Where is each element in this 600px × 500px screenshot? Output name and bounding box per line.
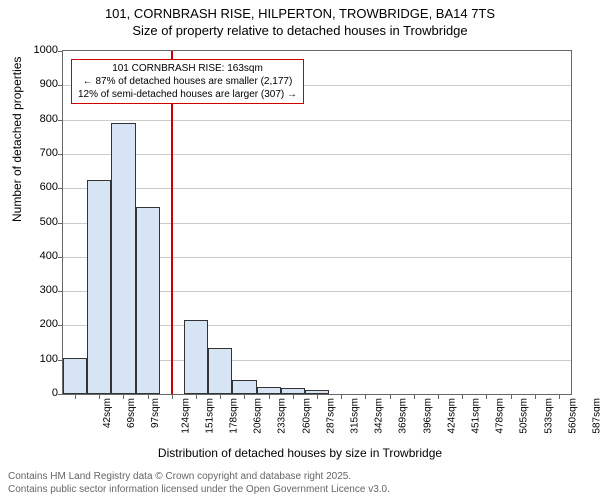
x-tick-label: 369sqm bbox=[398, 398, 409, 434]
histogram-bar bbox=[184, 320, 208, 394]
x-tick-mark bbox=[196, 394, 197, 399]
y-tick-mark bbox=[58, 120, 63, 121]
x-tick-label: 69sqm bbox=[126, 398, 137, 428]
chart-title-line1: 101, CORNBRASH RISE, HILPERTON, TROWBRID… bbox=[0, 6, 600, 23]
x-tick-mark bbox=[220, 394, 221, 399]
chart-container: 101, CORNBRASH RISE, HILPERTON, TROWBRID… bbox=[0, 0, 600, 500]
chart-title-block: 101, CORNBRASH RISE, HILPERTON, TROWBRID… bbox=[0, 0, 600, 40]
y-tick-mark bbox=[58, 325, 63, 326]
x-tick-mark bbox=[75, 394, 76, 399]
y-tick-mark bbox=[58, 257, 63, 258]
histogram-bar bbox=[136, 207, 160, 394]
x-axis-label: Distribution of detached houses by size … bbox=[0, 446, 600, 460]
histogram-bar bbox=[257, 387, 281, 394]
grid-line bbox=[63, 154, 571, 155]
y-tick-mark bbox=[58, 85, 63, 86]
x-tick-label: 178sqm bbox=[229, 398, 240, 434]
x-tick-label: 342sqm bbox=[374, 398, 385, 434]
x-tick-label: 587sqm bbox=[591, 398, 600, 434]
plot-area: 101 CORNBRASH RISE: 163sqm← 87% of detac… bbox=[62, 50, 572, 395]
x-tick-mark bbox=[414, 394, 415, 399]
x-tick-label: 505sqm bbox=[519, 398, 530, 434]
annotation-line1: 101 CORNBRASH RISE: 163sqm bbox=[78, 62, 297, 75]
annotation-line3: 12% of semi-detached houses are larger (… bbox=[78, 88, 297, 101]
y-tick-mark bbox=[58, 394, 63, 395]
chart-footer: Contains HM Land Registry data © Crown c… bbox=[8, 470, 390, 496]
x-tick-mark bbox=[535, 394, 536, 399]
x-tick-mark bbox=[123, 394, 124, 399]
y-tick-label: 400 bbox=[28, 250, 58, 262]
y-tick-label: 900 bbox=[28, 78, 58, 90]
x-tick-mark bbox=[148, 394, 149, 399]
x-tick-label: 42sqm bbox=[102, 398, 113, 428]
y-tick-mark bbox=[58, 291, 63, 292]
y-tick-label: 700 bbox=[28, 147, 58, 159]
histogram-bar bbox=[111, 123, 135, 394]
x-tick-mark bbox=[317, 394, 318, 399]
x-tick-label: 260sqm bbox=[301, 398, 312, 434]
x-tick-mark bbox=[438, 394, 439, 399]
x-tick-mark bbox=[511, 394, 512, 399]
x-tick-mark bbox=[341, 394, 342, 399]
x-tick-label: 315sqm bbox=[350, 398, 361, 434]
x-tick-mark bbox=[390, 394, 391, 399]
x-tick-label: 287sqm bbox=[325, 398, 336, 434]
x-tick-label: 124sqm bbox=[180, 398, 191, 434]
footer-line2: Contains public sector information licen… bbox=[8, 483, 390, 496]
x-tick-mark bbox=[486, 394, 487, 399]
histogram-bar bbox=[232, 380, 256, 394]
annotation-box: 101 CORNBRASH RISE: 163sqm← 87% of detac… bbox=[71, 59, 304, 104]
x-tick-mark bbox=[99, 394, 100, 399]
y-tick-label: 800 bbox=[28, 113, 58, 125]
x-tick-label: 478sqm bbox=[495, 398, 506, 434]
y-tick-mark bbox=[58, 188, 63, 189]
x-tick-mark bbox=[462, 394, 463, 399]
histogram-bar bbox=[87, 180, 111, 394]
y-tick-mark bbox=[58, 223, 63, 224]
x-tick-label: 451sqm bbox=[471, 398, 482, 434]
y-tick-label: 0 bbox=[28, 387, 58, 399]
x-tick-label: 396sqm bbox=[422, 398, 433, 434]
x-tick-label: 560sqm bbox=[567, 398, 578, 434]
y-tick-label: 200 bbox=[28, 318, 58, 330]
x-tick-label: 424sqm bbox=[446, 398, 457, 434]
x-tick-mark bbox=[172, 394, 173, 399]
x-tick-label: 233sqm bbox=[277, 398, 288, 434]
y-tick-label: 600 bbox=[28, 181, 58, 193]
y-tick-label: 300 bbox=[28, 284, 58, 296]
x-tick-label: 206sqm bbox=[253, 398, 264, 434]
annotation-line2: ← 87% of detached houses are smaller (2,… bbox=[78, 75, 297, 88]
footer-line1: Contains HM Land Registry data © Crown c… bbox=[8, 470, 390, 483]
x-tick-label: 533sqm bbox=[543, 398, 554, 434]
y-tick-mark bbox=[58, 51, 63, 52]
x-tick-mark bbox=[269, 394, 270, 399]
y-tick-label: 1000 bbox=[28, 44, 58, 56]
x-tick-mark bbox=[244, 394, 245, 399]
x-tick-label: 151sqm bbox=[204, 398, 215, 434]
grid-line bbox=[63, 120, 571, 121]
x-tick-label: 97sqm bbox=[150, 398, 161, 428]
grid-line bbox=[63, 188, 571, 189]
y-tick-label: 100 bbox=[28, 353, 58, 365]
y-tick-label: 500 bbox=[28, 216, 58, 228]
y-axis-label: Number of detached properties bbox=[10, 57, 24, 222]
x-tick-mark bbox=[293, 394, 294, 399]
y-tick-mark bbox=[58, 154, 63, 155]
histogram-bar bbox=[63, 358, 87, 394]
x-tick-mark bbox=[559, 394, 560, 399]
chart-title-line2: Size of property relative to detached ho… bbox=[0, 23, 600, 40]
histogram-bar bbox=[208, 348, 232, 394]
x-tick-mark bbox=[365, 394, 366, 399]
